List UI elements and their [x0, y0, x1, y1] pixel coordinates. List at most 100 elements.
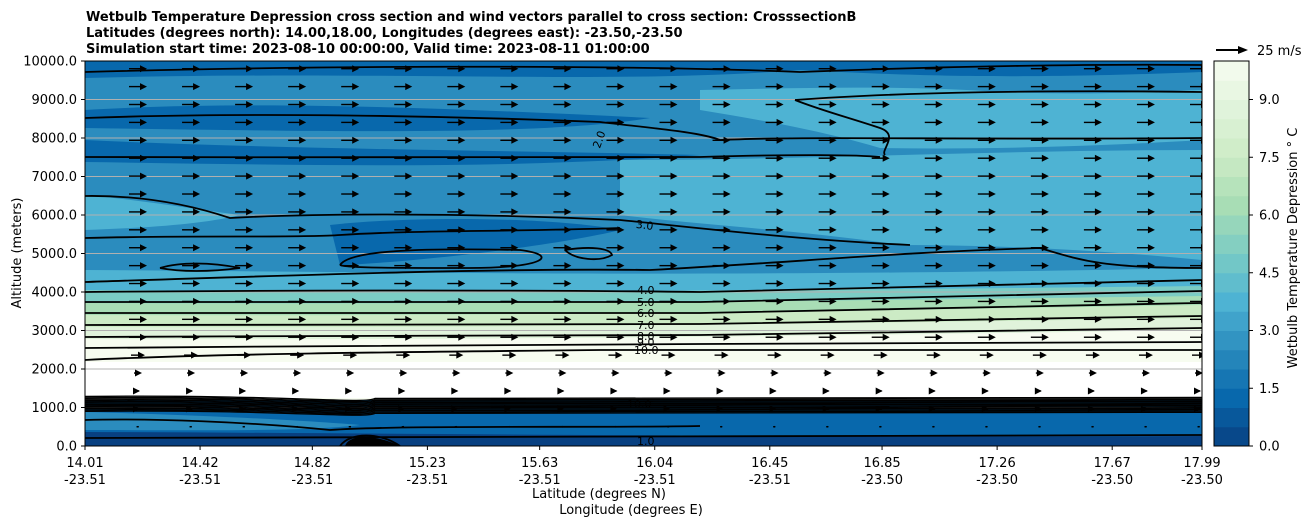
wind-vector-head [1094, 136, 1102, 144]
wind-vector-head [458, 226, 466, 234]
colorbar-tick-label: 3.0 [1259, 324, 1280, 339]
wind-vector-head [614, 425, 617, 428]
x-tick-label-lon: -23.50 [1181, 473, 1223, 488]
x-tick-label-lon: -23.51 [64, 473, 106, 488]
wind-vector-head [877, 369, 885, 377]
wind-vector-head [1147, 190, 1155, 198]
wind-vector-head [458, 208, 466, 216]
wind-vector-head [299, 172, 307, 180]
wind-vector-head [882, 262, 890, 270]
colorbar-tick-label: 0.0 [1259, 440, 1280, 455]
wind-vector-head [776, 83, 784, 91]
wind-vector-head [140, 297, 147, 305]
wind-vector-head [723, 315, 731, 323]
wind-vector-head [723, 333, 731, 341]
wind-vector-head [988, 280, 996, 288]
wind-vector-head [935, 262, 943, 270]
wind-vector-head [988, 208, 996, 216]
wind-vector-head [140, 315, 147, 323]
wind-vector-head [352, 333, 360, 341]
wind-vector-head [1094, 154, 1102, 162]
wind-vector-head [504, 387, 512, 395]
wind-vector-head [1147, 101, 1155, 109]
wind-vector-head [829, 315, 837, 323]
wind-vector-head [935, 101, 943, 109]
x-tick-label-lon: -23.51 [634, 473, 676, 488]
wind-vector-head [1041, 262, 1049, 270]
wind-vector-head [299, 280, 307, 288]
wind-vector-head [617, 315, 625, 323]
wind-vector-head [1041, 83, 1049, 91]
colorbar-label: Wetbulb Temperature Depression ° C [1286, 128, 1301, 369]
wind-vector-head [981, 387, 989, 395]
wind-vector-head [774, 351, 782, 359]
wind-vector-head [1147, 208, 1155, 216]
colorbar-tick-label: 7.5 [1259, 151, 1280, 166]
wind-vector-head [405, 262, 413, 270]
wind-vector-head [299, 333, 307, 341]
colorbar-band [1214, 349, 1249, 370]
wind-vector-head [405, 136, 413, 144]
colorbar-band [1214, 388, 1249, 408]
fill-dry-layer [85, 362, 1202, 398]
wind-vector-head [1094, 297, 1102, 305]
colorbar-band [1214, 176, 1249, 197]
wind-vector-head [1147, 333, 1155, 341]
wind-vector-head [670, 65, 678, 73]
wind-vector-head [193, 101, 201, 109]
wind-vector-head [882, 280, 890, 288]
wind-vector-head [246, 244, 254, 252]
wind-vector-head [511, 190, 519, 198]
contour-line [794, 90, 1202, 101]
wind-vector-head [617, 101, 625, 109]
wind-vector-head [723, 154, 731, 162]
wind-vector-head [933, 351, 941, 359]
wind-vector-head [882, 315, 890, 323]
contour-label: 5.0 [637, 296, 655, 309]
wind-vector-head [1147, 154, 1155, 162]
y-tick-label: 5000.0 [32, 247, 78, 262]
wind-vector-head [193, 333, 201, 341]
wind-vector-head [610, 405, 618, 413]
contour-labels: 1.0 2.0 3.0 4.0 5.0 6.0 7.0 8.0 9.0 10.0… [590, 129, 658, 448]
wind-vector-head [721, 351, 729, 359]
colorbar-tick-label: 6.0 [1259, 209, 1280, 224]
wind-vector-head [564, 154, 572, 162]
wind-vector-head [617, 65, 625, 73]
wind-vector-head [1094, 101, 1102, 109]
wind-vector-head [504, 405, 512, 413]
wind-vector-head [988, 136, 996, 144]
colorbar-bands [1214, 61, 1249, 447]
x-tick-label-lon: -23.50 [1091, 473, 1133, 488]
fill-band-dark-1 [85, 105, 650, 132]
wind-vector-head [928, 405, 936, 413]
wind-vector-head [405, 190, 413, 198]
colorbar-tick-label: 4.5 [1259, 266, 1280, 281]
wind-vector-head [246, 118, 254, 126]
wind-vector-head [137, 425, 139, 428]
wind-vector-head [670, 190, 678, 198]
wind-vector-head [193, 315, 201, 323]
wind-vector-head [1199, 351, 1202, 359]
colorbar-band [1214, 195, 1249, 216]
wind-vector-head [405, 315, 413, 323]
wind-vector-head [932, 425, 935, 428]
x-tick-label-lon: -23.50 [861, 473, 903, 488]
wind-vector-head [1094, 262, 1102, 270]
wind-vector-head [1094, 83, 1102, 91]
wind-vector-head [983, 369, 991, 377]
wind-vector-head [292, 405, 300, 413]
wind-vector-head [403, 351, 411, 359]
contour-label: 6.0 [637, 307, 655, 320]
contour-line [85, 279, 1202, 293]
wind-vector-head [824, 369, 832, 377]
quiver-key-arrowhead-icon [1238, 46, 1248, 54]
wind-vector-head [1092, 425, 1094, 428]
wind-vector-head [557, 387, 565, 395]
wind-vector-head [776, 208, 784, 216]
wind-vector-head [140, 136, 147, 144]
wind-vector-head [1094, 172, 1102, 180]
wind-vector-head [1087, 387, 1095, 395]
wind-vector-head [564, 315, 572, 323]
wind-vector-head [299, 226, 307, 234]
